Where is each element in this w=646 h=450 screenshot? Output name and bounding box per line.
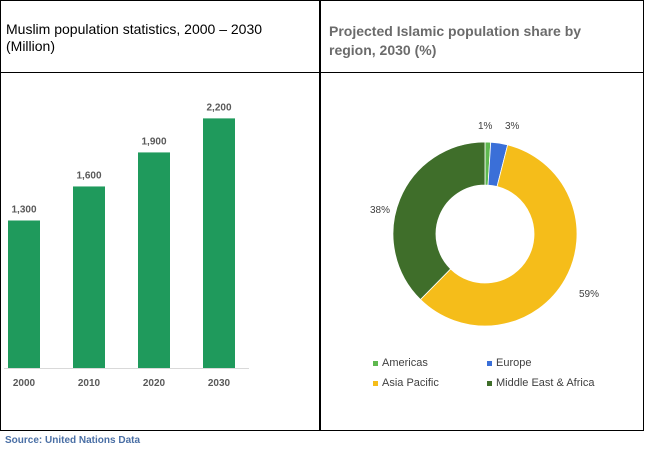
slice-asia-pacific: [419, 144, 578, 327]
data-label-2010: 1,600: [76, 170, 101, 181]
legend-swatch-middle-east-africa: [487, 380, 492, 386]
region-share-chart-panel: Projected Islamic population share by re…: [319, 0, 644, 431]
data-label-2030: 2,200: [206, 102, 231, 113]
data-label-2000: 1,300: [11, 205, 36, 216]
legend-label-americas: Americas: [382, 357, 428, 369]
bar-2020: [138, 152, 170, 368]
bar-chart-title: Muslim population statistics, 2000 – 203…: [6, 21, 263, 54]
legend-americas: Americas: [373, 357, 428, 369]
x-tick-2010: 2010: [78, 378, 101, 389]
bar-2010: [73, 186, 105, 368]
donut-chart-plot: 1% 3% 59% 38%: [370, 121, 599, 327]
legend-swatch-americas: [373, 360, 378, 366]
legend-swatch-europe: [487, 360, 492, 366]
data-label-2020: 1,900: [141, 136, 166, 147]
donut-chart-header: Projected Islamic population share by re…: [321, 1, 643, 73]
bar-2030: [203, 118, 235, 368]
x-tick-2000: 2000: [13, 378, 36, 389]
source-note: Source: United Nations Data: [5, 435, 141, 446]
legend-label-asia-pacific: Asia Pacific: [382, 377, 439, 389]
donut-chart-title: Projected Islamic population share by re…: [329, 23, 582, 58]
legend-asia-pacific: Asia Pacific: [373, 377, 439, 389]
legend-label-europe: Europe: [496, 357, 532, 369]
slice-label-americas: 1%: [478, 121, 493, 132]
x-tick-2020: 2020: [143, 378, 166, 389]
bar-chart-header: Muslim population statistics, 2000 – 203…: [1, 1, 319, 73]
slice-middle-east-and-africa: [392, 141, 486, 301]
legend-swatch-asia-pacific: [373, 380, 378, 386]
x-tick-2030: 2030: [208, 378, 231, 389]
bar-chart-plot: 1,300 2000 1,600 2010 1,900 2020 2,200 2030: [4, 102, 249, 389]
slice-label-asia-pacific: 59%: [579, 289, 599, 300]
bar-2000: [8, 220, 40, 368]
legend-europe: Europe: [487, 357, 531, 369]
legend-label-middle-east-africa: Middle East & Africa: [496, 377, 595, 389]
population-bar-chart-panel: Muslim population statistics, 2000 – 203…: [0, 0, 320, 431]
legend-middle-east-africa: Middle East & Africa: [487, 377, 594, 389]
slice-label-europe: 3%: [505, 121, 520, 132]
slice-label-middle-east-and-africa: 38%: [370, 205, 390, 216]
